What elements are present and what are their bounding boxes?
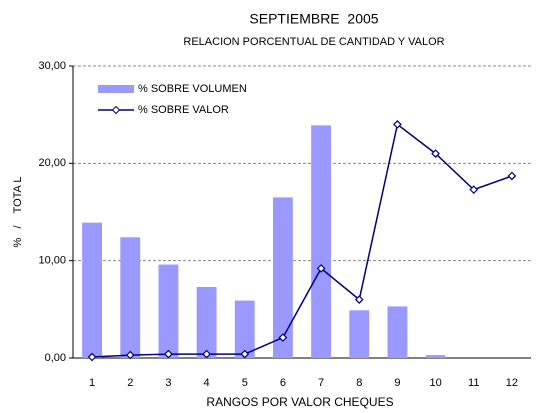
y-tick-label: 30,00 — [38, 60, 66, 72]
marker — [278, 333, 288, 342]
marker — [87, 352, 97, 362]
bar — [425, 355, 446, 358]
marker — [431, 149, 440, 158]
marker — [316, 264, 326, 273]
x-tick-label: 5 — [242, 377, 248, 389]
marker — [164, 349, 173, 359]
x-tick-label: 2 — [127, 377, 133, 389]
x-tick-label: 9 — [394, 377, 400, 389]
marker — [354, 295, 364, 304]
marker — [202, 349, 211, 359]
bar — [272, 197, 293, 358]
x-tick-label: 3 — [165, 377, 171, 389]
legend-marker — [111, 105, 121, 115]
bar — [120, 237, 141, 358]
legend-swatch — [98, 85, 134, 93]
marker — [469, 185, 479, 194]
legend-label: % SOBRE VALOR — [138, 104, 229, 116]
x-tick-label: 8 — [356, 377, 362, 389]
bar — [234, 300, 255, 358]
marker — [240, 349, 250, 359]
bar — [387, 306, 408, 358]
y-tick-label: 20,00 — [38, 157, 66, 169]
x-tick-label: 1 — [89, 377, 95, 389]
x-tick-label: 7 — [318, 377, 324, 389]
y-axis-label: % / TOTA L — [12, 177, 24, 248]
x-tick-label: 11 — [468, 377, 479, 389]
line — [92, 123, 513, 358]
legend-label: % SOBRE VOLUMEN — [138, 83, 247, 95]
chart-subtitle: RELACION PORCENTUAL DE CANTIDAD Y VALOR — [183, 36, 444, 48]
bar — [349, 310, 370, 358]
bar — [311, 125, 332, 358]
marker — [125, 350, 135, 360]
x-axis-label: RANGOS POR VALOR CHEQUES — [206, 395, 393, 409]
x-tick-label: 6 — [280, 377, 286, 389]
x-tick-label: 4 — [204, 377, 210, 389]
x-tick-label: 10 — [429, 377, 441, 389]
x-tick-label: 12 — [506, 377, 518, 389]
bar — [82, 222, 103, 358]
bar — [196, 286, 217, 358]
marker — [507, 171, 517, 181]
y-tick-label: 0,00 — [45, 352, 66, 364]
bar — [158, 264, 179, 358]
chart-title: SEPTIEMBRE 2005 — [249, 11, 378, 27]
marker — [393, 120, 402, 129]
y-tick-label: 10,00 — [38, 255, 66, 267]
